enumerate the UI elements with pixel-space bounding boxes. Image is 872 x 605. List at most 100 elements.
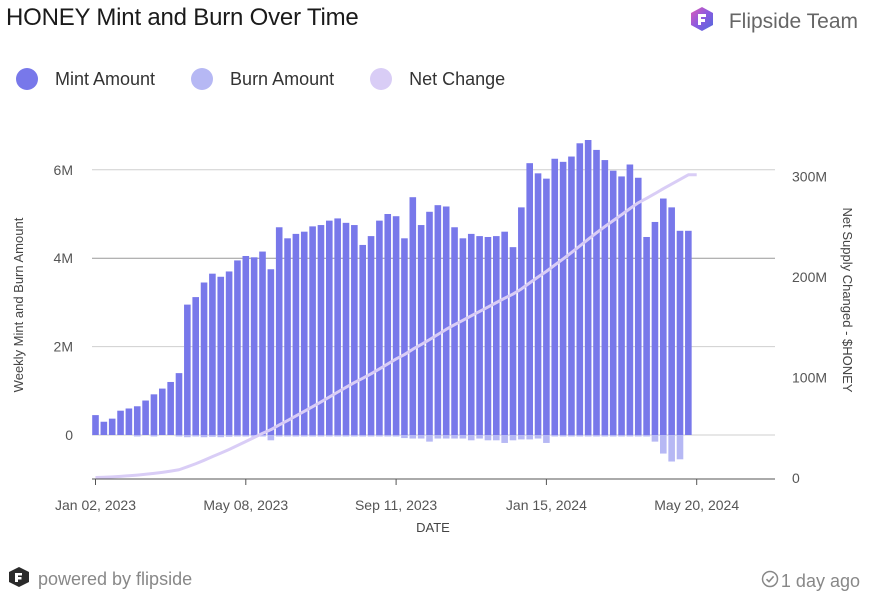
updated-text: 1 day ago <box>780 571 860 591</box>
bar-burn <box>392 435 400 437</box>
x-axis-title: DATE <box>416 520 450 535</box>
bar-mint <box>576 143 584 435</box>
bar-burn <box>593 435 600 437</box>
bar-mint <box>417 225 425 435</box>
bar-mint <box>434 205 442 435</box>
bar-mint <box>376 220 383 435</box>
y2-tick-label: 300M <box>792 169 827 185</box>
bar-burn <box>626 435 634 437</box>
bar-burn <box>576 435 584 437</box>
bar-burn <box>568 435 575 437</box>
bar-mint <box>493 236 500 435</box>
bar-burn <box>275 435 283 437</box>
bar-mint <box>300 231 308 435</box>
bar-mint <box>100 421 108 435</box>
bar-mint <box>292 233 300 435</box>
bar-burn <box>442 435 450 439</box>
line-net-change <box>95 173 697 480</box>
bar-burn <box>242 435 250 437</box>
y-tick-label: 2M <box>54 339 73 355</box>
bar-burn <box>434 435 442 439</box>
bar-mint <box>484 236 492 435</box>
bar-mint <box>108 418 116 435</box>
bar-burn <box>150 435 158 437</box>
x-tick-label: May 20, 2024 <box>654 497 739 513</box>
powered-by[interactable]: powered by flipside <box>8 566 192 593</box>
bar-mint <box>409 197 417 435</box>
bar-burn <box>526 435 533 440</box>
bar-mint <box>92 415 99 435</box>
y2-axis-title: Net Supply Changed - $HONEY <box>840 208 855 393</box>
bar-burn <box>518 435 525 440</box>
bar-mint <box>534 173 542 435</box>
bar-burn <box>376 435 383 437</box>
bar-burn <box>551 435 559 437</box>
bar-mint <box>676 230 684 435</box>
bar-mint <box>651 221 659 435</box>
bar-mint <box>634 177 642 436</box>
bar-mint <box>593 149 600 435</box>
bar-mint <box>559 161 567 435</box>
bar-mint <box>192 297 199 435</box>
bar-mint <box>618 176 625 435</box>
bar-burn <box>259 435 266 437</box>
bar-burn <box>417 435 425 439</box>
bar-mint <box>133 406 141 435</box>
bar-burn <box>493 435 500 441</box>
bar-mint <box>250 257 258 435</box>
bar-mint <box>367 236 375 435</box>
bar-burn <box>200 435 208 438</box>
bar-burn <box>359 435 366 437</box>
bar-burn <box>217 435 225 438</box>
bar-mint <box>184 304 191 435</box>
legend-label-net-change: Net Change <box>409 68 506 89</box>
bar-mint <box>668 207 675 435</box>
legend-item-mint[interactable]: Mint Amount <box>16 68 155 90</box>
x-tick-label: Jan 02, 2023 <box>55 497 136 513</box>
last-updated: 1 day ago <box>761 570 860 593</box>
bar-mint <box>242 255 250 435</box>
y2-tick-label: 200M <box>792 269 827 285</box>
y-tick-label: 6M <box>54 162 73 178</box>
bar-burn <box>651 435 659 442</box>
bar-burn <box>133 435 141 437</box>
bar-burn <box>209 435 216 437</box>
bar-burn <box>609 435 617 437</box>
bar-burn <box>367 435 375 437</box>
legend-dot-burn <box>191 68 214 90</box>
y-tick-label: 0 <box>65 427 73 443</box>
legend-dot-mint <box>16 68 38 90</box>
bar-burn <box>660 435 667 454</box>
bar-mint <box>584 140 592 436</box>
bar-burn <box>543 435 550 443</box>
y-axis-title: Weekly Mint and Burn Amount <box>11 217 26 392</box>
bar-burn <box>284 435 291 437</box>
bar-mint <box>200 282 208 435</box>
bar-series <box>92 140 692 462</box>
bar-burn <box>334 435 341 437</box>
bar-burn <box>501 435 508 443</box>
bar-burn <box>584 435 592 437</box>
legend-label-burn: Burn Amount <box>230 68 335 89</box>
bar-mint <box>150 394 158 435</box>
bar-burn <box>225 435 233 437</box>
brand-name: Flipside Team <box>728 9 858 33</box>
x-tick-label: Jan 15, 2024 <box>506 497 587 513</box>
bar-mint <box>601 160 609 436</box>
brand[interactable]: Flipside Team <box>689 6 858 37</box>
legend-item-net-change[interactable]: Net Change <box>370 68 505 90</box>
bar-burn <box>534 435 542 439</box>
bar-mint <box>459 238 467 435</box>
bar-mint <box>476 236 483 435</box>
bar-mint <box>518 207 525 435</box>
bar-burn <box>317 435 325 437</box>
legend-item-burn[interactable]: Burn Amount <box>191 68 334 90</box>
bar-mint <box>175 373 183 435</box>
bar-burn <box>250 435 258 437</box>
legend-label-mint: Mint Amount <box>55 68 156 89</box>
bar-mint <box>217 276 225 435</box>
bar-burn <box>409 435 417 439</box>
y2-tick-label: 100M <box>792 370 827 386</box>
powered-by-text: powered by flipside <box>38 569 193 589</box>
bar-mint <box>225 271 233 435</box>
